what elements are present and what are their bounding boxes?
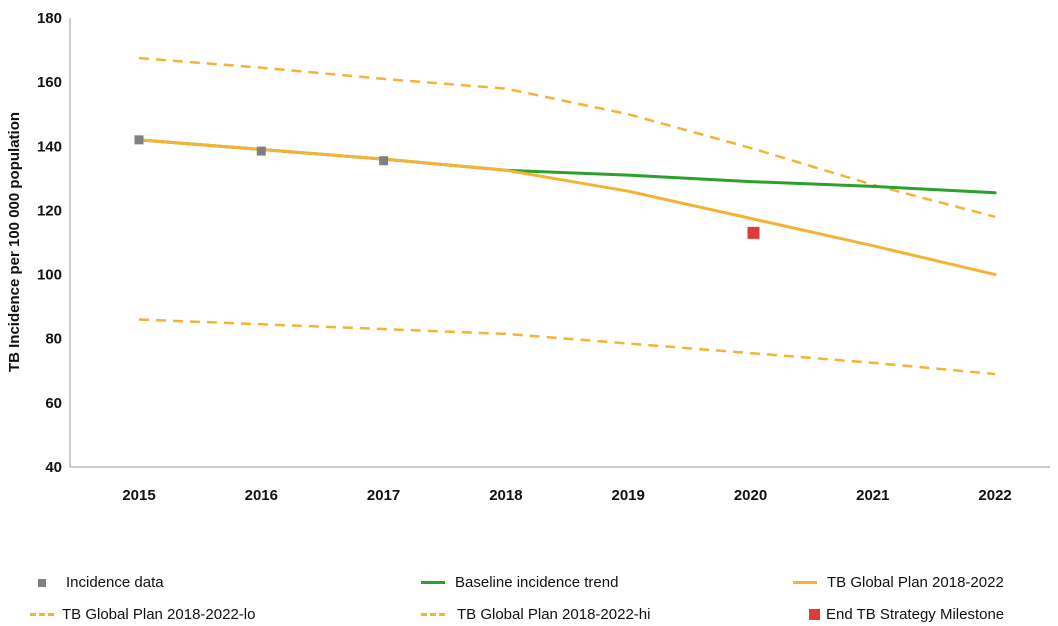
legend-red-square-icon [809, 609, 820, 620]
legend-label: Baseline incidence trend [455, 574, 619, 591]
x-tick-labels: 2015 2016 2017 2018 2019 2020 2021 2022 [122, 487, 1011, 504]
legend-dashed-line-icon [421, 613, 445, 616]
legend-item-incidence-data: Incidence data [36, 574, 164, 591]
legend-item-global-plan: TB Global Plan 2018-2022 [793, 574, 1004, 591]
x-tick-label: 2020 [734, 487, 767, 504]
y-tick-label: 160 [37, 74, 62, 91]
x-tick-label: 2018 [489, 487, 522, 504]
legend-item-baseline-trend: Baseline incidence trend [421, 574, 618, 591]
series-line-tb-global-plan-2018-2022-hi [138, 56, 996, 219]
series-line-tb-global-plan-2018-2022 [137, 138, 997, 277]
y-tick-label: 100 [37, 267, 62, 284]
y-tick-label: 40 [45, 459, 62, 476]
x-tick-label: 2019 [612, 487, 645, 504]
legend-label: End TB Strategy Milestone [826, 606, 1005, 623]
legend-label: TB Global Plan 2018-2022-hi [457, 606, 651, 623]
legend-item-milestone: End TB Strategy Milestone [809, 606, 1004, 623]
y-tick-label: 80 [45, 331, 62, 348]
y-tick-label: 60 [45, 395, 62, 412]
y-tick-label: 140 [37, 138, 62, 155]
legend-solid-line-icon [421, 581, 445, 584]
milestone-point [747, 226, 760, 239]
legend-label: TB Global Plan 2018-2022 [827, 574, 1004, 591]
axes [69, 18, 1050, 468]
x-tick-label: 2017 [367, 487, 400, 504]
y-axis-label: TB Incidence per 100 000 population [6, 112, 23, 372]
incidence-data-point [134, 135, 144, 145]
legend-square-marker-icon [38, 578, 46, 587]
legend-solid-line-icon [793, 581, 817, 584]
y-tick-label: 180 [37, 10, 62, 27]
incidence-data-point [379, 156, 389, 166]
legend: Incidence data Baseline incidence trend … [0, 568, 1058, 626]
x-tick-label: 2022 [978, 487, 1011, 504]
x-tick-label: 2021 [856, 487, 889, 504]
legend-item-global-plan-hi: TB Global Plan 2018-2022-hi [421, 606, 650, 623]
legend-dashed-line-icon [30, 613, 54, 616]
series-line-tb-global-plan-2018-2022-lo [138, 318, 996, 376]
y-tick-label: 120 [37, 202, 62, 219]
x-tick-label: 2015 [122, 487, 155, 504]
incidence-data-point [256, 146, 266, 156]
legend-label: TB Global Plan 2018-2022-lo [62, 606, 256, 623]
x-tick-label: 2016 [245, 487, 278, 504]
series-layer [134, 56, 997, 376]
y-tick-labels: 40 60 80 100 120 140 160 180 [37, 10, 62, 476]
legend-item-global-plan-lo: TB Global Plan 2018-2022-lo [30, 606, 255, 623]
legend-label: Incidence data [66, 574, 164, 591]
series-line-baseline-incidence-trend [137, 138, 997, 195]
